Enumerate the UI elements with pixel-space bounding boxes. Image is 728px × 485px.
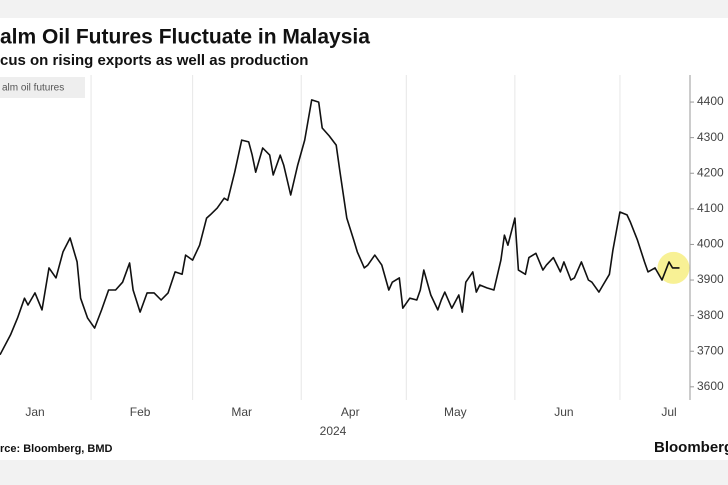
y-tick-label: 4400	[697, 94, 724, 108]
legend-box	[0, 77, 85, 98]
x-tick-label: Feb	[130, 405, 151, 419]
y-tick-label: 3800	[697, 308, 724, 322]
y-tick-label: 3600	[697, 379, 724, 393]
x-tick-label: Jul	[661, 405, 676, 419]
y-tick-label: 4100	[697, 201, 724, 215]
x-tick-label: May	[444, 405, 467, 419]
card	[0, 18, 728, 460]
legend-label: alm oil futures	[2, 83, 64, 94]
source: rce: Bloomberg, BMD	[0, 443, 113, 455]
y-tick-label: 4000	[697, 237, 724, 251]
chart-subtitle: cus on rising exports as well as product…	[0, 52, 308, 69]
x-tick-label: Jan	[25, 405, 44, 419]
y-tick-label: 4200	[697, 165, 724, 179]
price-line	[0, 99, 680, 356]
year-label: 2024	[320, 424, 347, 438]
y-tick-label: 3900	[697, 272, 724, 286]
y-tick-label: 4300	[697, 130, 724, 144]
x-tick-label: Apr	[341, 405, 360, 419]
x-tick-label: Jun	[554, 405, 573, 419]
x-tick-label: Mar	[231, 405, 252, 419]
chart-title: alm Oil Futures Fluctuate in Malaysia	[0, 26, 370, 49]
y-tick-label: 3700	[697, 343, 724, 357]
brand: Bloomberg	[654, 439, 728, 456]
